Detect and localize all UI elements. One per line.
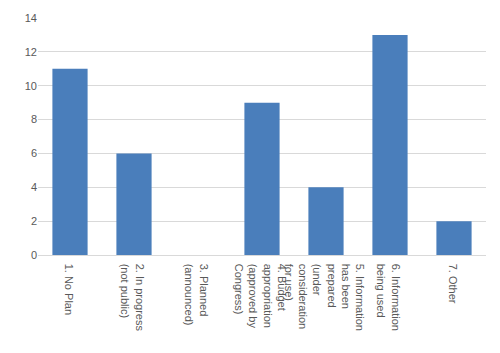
svg-text:3. Planned(announced): 3. Planned(announced) xyxy=(183,264,209,326)
svg-text:14: 14 xyxy=(25,12,37,24)
svg-text:4. Budgetappropriation(approve: 4. Budgetappropriation(approved byCongre… xyxy=(233,264,288,329)
svg-text:4: 4 xyxy=(31,181,37,193)
svg-text:2: 2 xyxy=(31,215,37,227)
svg-text:5. Informationhas beenprepared: 5. Informationhas beenprepared(undercons… xyxy=(283,264,367,331)
svg-text:8: 8 xyxy=(31,113,37,125)
svg-text:7. Other: 7. Other xyxy=(447,264,459,304)
svg-text:12: 12 xyxy=(25,46,37,58)
svg-text:2. In progress(not public): 2. In progress(not public) xyxy=(119,264,145,332)
svg-text:1. No Plan: 1. No Plan xyxy=(63,264,75,315)
svg-text:0: 0 xyxy=(31,249,37,261)
svg-text:6. Informationbeing used: 6. Informationbeing used xyxy=(375,264,401,331)
svg-text:10: 10 xyxy=(25,80,37,92)
svg-text:6: 6 xyxy=(31,147,37,159)
